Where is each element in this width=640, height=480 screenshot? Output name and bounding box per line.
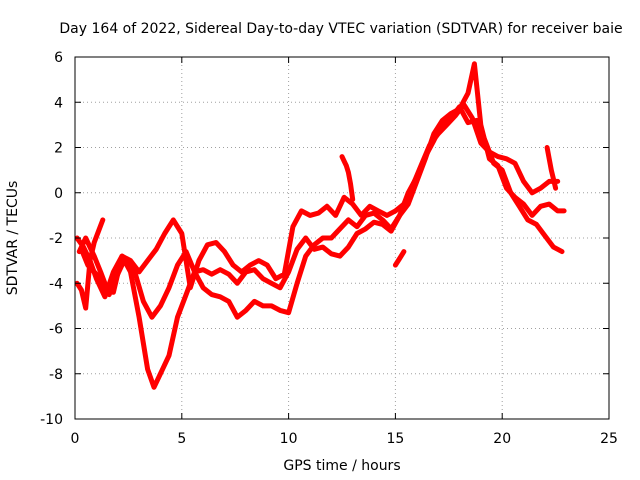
y-tick-label: 4 <box>54 95 63 111</box>
series-track-3 <box>78 102 561 295</box>
x-tick-label: 5 <box>177 431 186 447</box>
chart-title: Day 164 of 2022, Sidereal Day-to-day VTE… <box>59 21 622 37</box>
x-axis-label: GPS time / hours <box>283 458 400 474</box>
y-tick-label: 6 <box>54 50 63 66</box>
y-tick-label: -10 <box>40 412 63 428</box>
series-track-4 <box>74 217 106 311</box>
series-track-7 <box>544 145 559 191</box>
grid <box>75 57 609 419</box>
y-tick-label: -2 <box>49 231 63 247</box>
x-tick-label: 20 <box>493 431 511 447</box>
y-axis-label: SDTVAR / TECUs <box>5 181 21 296</box>
y-tick-label: 2 <box>54 141 63 157</box>
y-tick-label: 0 <box>54 186 63 202</box>
y-tick-label: -4 <box>49 276 63 292</box>
x-tick-label: 25 <box>600 431 618 447</box>
data-traces <box>74 61 567 390</box>
y-tick-label: -8 <box>49 367 63 383</box>
y-tick-label: -6 <box>49 322 63 338</box>
series-track-2 <box>74 104 565 390</box>
x-tick-label: 10 <box>280 431 298 447</box>
series-track-6 <box>392 249 407 268</box>
x-tick-label: 0 <box>71 431 80 447</box>
axis-ticks: 0 5 10 15 20 25 -10 -8 -6 -4 -2 0 2 4 6 <box>40 50 618 447</box>
series-track-5 <box>339 154 356 202</box>
x-tick-label: 15 <box>386 431 404 447</box>
